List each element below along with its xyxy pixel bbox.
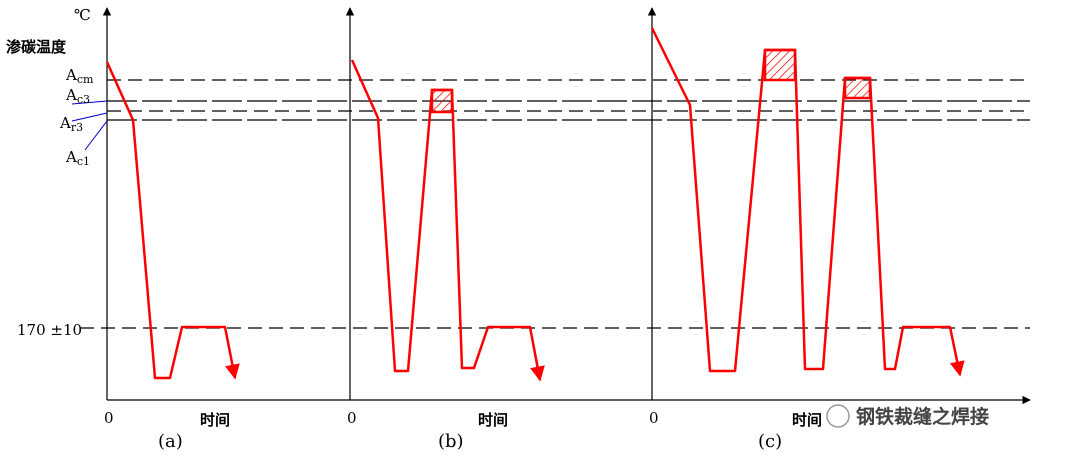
process-curves <box>105 27 965 382</box>
origin-label: 0 <box>347 409 357 427</box>
panel-label: (b) <box>438 431 464 452</box>
watermark: 钢铁裁缝之焊接 <box>826 404 989 428</box>
hatched-boxes <box>430 48 872 114</box>
level-main: A <box>65 66 77 84</box>
watermark-text: 钢铁裁缝之焊接 <box>856 405 989 428</box>
level-label: Ac1 <box>65 148 90 168</box>
ref-value-label: 170 ±10 <box>17 321 82 339</box>
level-label: Ac3 <box>65 86 90 106</box>
unit-label: ℃ <box>74 6 91 24</box>
watermark-icon <box>826 404 850 428</box>
temperature-label: 渗碳温度 <box>6 38 67 56</box>
time-label: 时间 <box>200 411 230 429</box>
time-label: 时间 <box>478 411 508 429</box>
level-sub: cm <box>77 73 94 86</box>
level-main: A <box>65 148 77 166</box>
level-label: Ar3 <box>59 114 83 134</box>
level-sub: c3 <box>77 93 90 106</box>
level-main: A <box>59 114 71 132</box>
origin-label: 0 <box>649 409 659 427</box>
level-label: Acm <box>65 66 94 86</box>
origin-label: 0 <box>104 409 114 427</box>
panel-label: (c) <box>758 431 782 452</box>
level-sub: r3 <box>71 121 83 134</box>
panel-labels: 0 时间 (a) 0 时间 (b) 0 时间 (c) <box>104 409 822 452</box>
level-main: A <box>65 86 77 104</box>
panel-label: (a) <box>158 431 183 452</box>
level-lines <box>71 79 1030 329</box>
level-sub: c1 <box>77 155 90 168</box>
axes <box>102 7 1031 405</box>
time-label: 时间 <box>792 411 822 429</box>
